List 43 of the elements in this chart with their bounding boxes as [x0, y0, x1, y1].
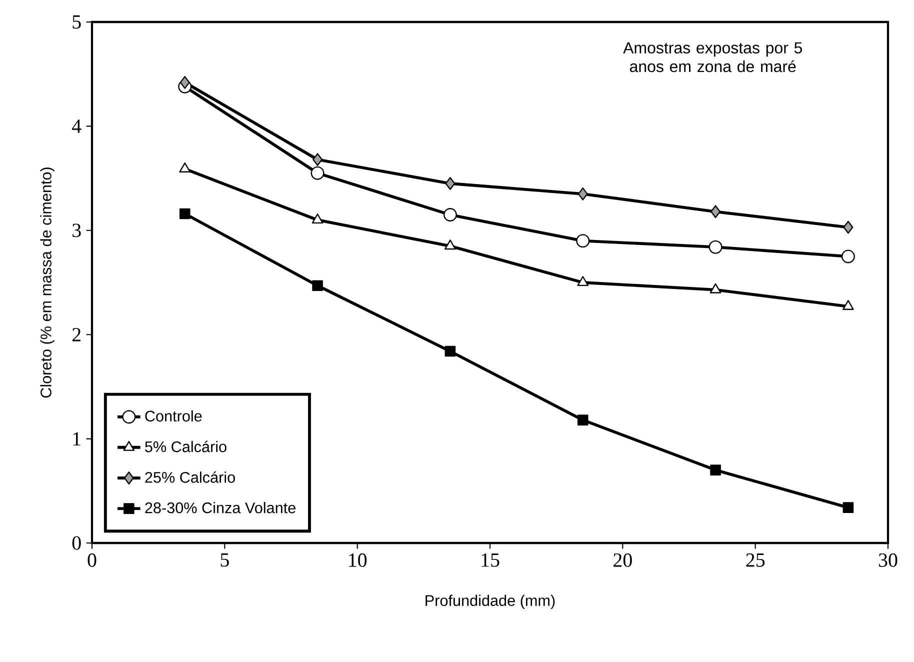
point	[312, 214, 324, 224]
point	[180, 76, 190, 89]
point	[312, 280, 323, 292]
point	[310, 166, 324, 180]
x-tick-label: 30	[878, 553, 898, 567]
point	[578, 187, 588, 200]
x-tick-label: 0	[88, 553, 96, 567]
legend-label: 25% Calcário	[145, 471, 235, 483]
x-tick-label: 5	[220, 553, 229, 567]
x-axis-title: Profundidade (mm)	[426, 594, 555, 610]
point	[577, 276, 589, 286]
point	[179, 208, 190, 220]
point	[179, 162, 191, 172]
legend-label: 5% Calcário	[145, 440, 226, 452]
point	[841, 250, 855, 264]
point	[842, 300, 854, 310]
point	[312, 153, 323, 166]
point	[842, 502, 854, 513]
y-tick-label: 1	[73, 432, 80, 446]
y-tick-label: 0	[72, 536, 81, 550]
legend-label: 28-30% Cinza Volante	[145, 502, 296, 514]
y-tick-label: 5	[72, 15, 81, 29]
point	[843, 220, 854, 234]
point	[445, 177, 456, 190]
y-tick-label: 3	[72, 224, 81, 238]
point	[443, 208, 457, 222]
annotation: Amostras expostas por 5 anos em zona de maré	[623, 42, 802, 72]
y-tick-label: 2	[72, 328, 80, 342]
legend-label: Controle	[145, 410, 202, 422]
point	[710, 205, 721, 218]
y-axis-title: Cloreto (% em massa de cimento)	[40, 168, 54, 398]
point	[444, 240, 456, 250]
point	[444, 346, 456, 357]
point	[576, 234, 590, 248]
x-tick-label: 25	[746, 553, 765, 567]
point	[577, 414, 588, 426]
x-tick-label: 20	[614, 553, 632, 567]
point	[710, 283, 722, 294]
y-tick-label: 4	[72, 120, 82, 133]
x-tick-label: 10	[349, 553, 367, 567]
point	[708, 240, 722, 254]
point	[710, 464, 721, 476]
x-tick-label: 15	[482, 553, 500, 567]
